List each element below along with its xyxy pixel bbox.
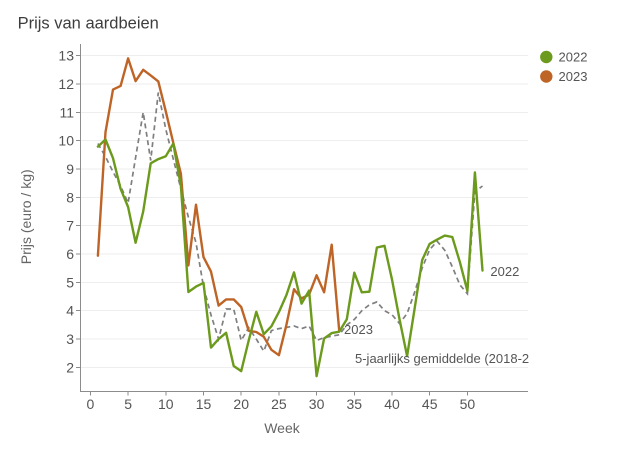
svg-text:13: 13 — [58, 48, 74, 64]
svg-text:9: 9 — [66, 161, 74, 177]
svg-text:5-jaarlijks gemiddelde (2018-2: 5-jaarlijks gemiddelde (2018-20 — [355, 351, 536, 366]
svg-text:3: 3 — [66, 331, 74, 347]
svg-text:7: 7 — [66, 218, 74, 234]
svg-text:25: 25 — [271, 396, 287, 412]
svg-text:Prijs (euro / kg): Prijs (euro / kg) — [18, 169, 34, 264]
svg-text:2023: 2023 — [559, 69, 588, 84]
svg-text:10: 10 — [58, 133, 74, 149]
svg-text:35: 35 — [347, 396, 363, 412]
svg-text:2022: 2022 — [559, 50, 588, 65]
svg-text:11: 11 — [59, 104, 74, 120]
svg-text:20: 20 — [233, 396, 249, 412]
svg-text:Week: Week — [264, 420, 301, 436]
svg-text:2: 2 — [66, 359, 74, 375]
svg-text:10: 10 — [158, 396, 174, 412]
svg-text:45: 45 — [422, 396, 438, 412]
svg-text:12: 12 — [58, 76, 74, 92]
svg-text:40: 40 — [384, 396, 400, 412]
svg-text:50: 50 — [460, 396, 476, 412]
svg-text:30: 30 — [309, 396, 325, 412]
svg-text:6: 6 — [66, 246, 74, 262]
svg-text:5: 5 — [66, 274, 74, 290]
svg-text:Prijs van aardbeien: Prijs van aardbeien — [18, 14, 159, 32]
svg-text:0: 0 — [87, 396, 95, 412]
svg-text:2022: 2022 — [490, 264, 519, 279]
svg-text:8: 8 — [66, 189, 74, 205]
svg-text:15: 15 — [196, 396, 212, 412]
svg-text:4: 4 — [66, 303, 74, 319]
svg-text:2023: 2023 — [344, 322, 373, 337]
svg-text:5: 5 — [124, 396, 132, 412]
